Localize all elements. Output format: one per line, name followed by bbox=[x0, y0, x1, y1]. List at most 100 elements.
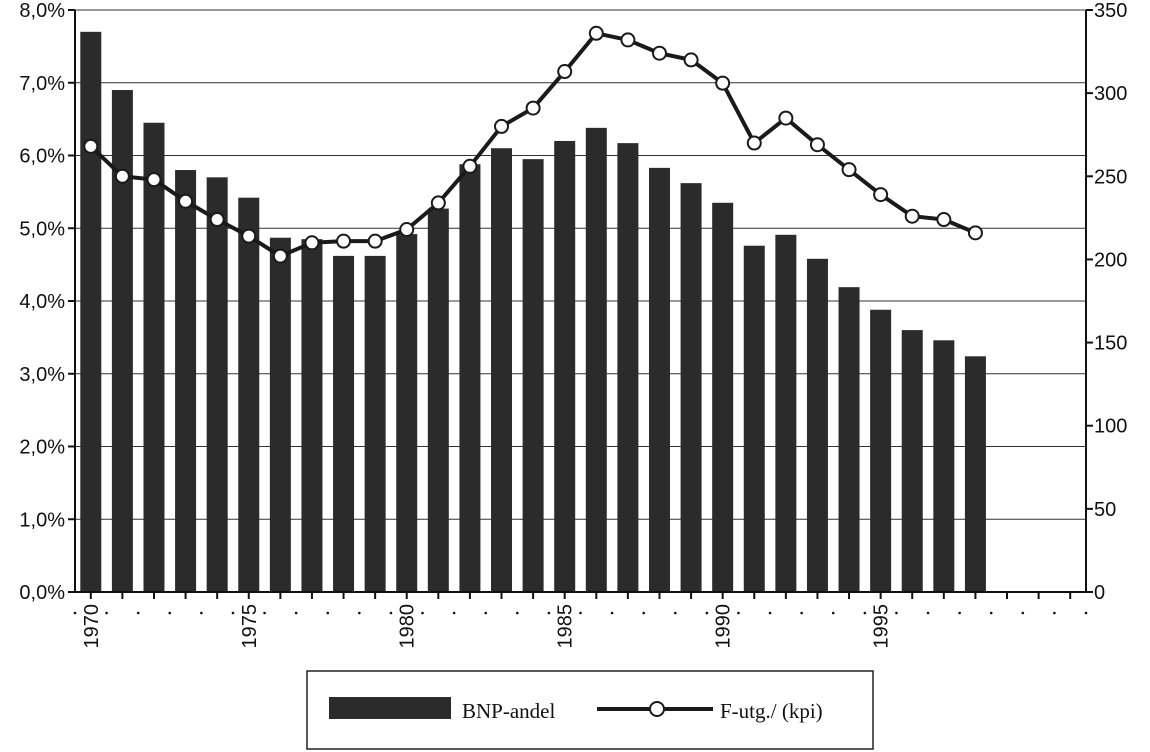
line-point bbox=[841, 162, 857, 178]
y-right-tick-label: 300 bbox=[1094, 83, 1127, 105]
x-tick-dot bbox=[168, 611, 172, 615]
line-point bbox=[904, 208, 920, 224]
x-tick-dot bbox=[673, 611, 677, 615]
bar bbox=[522, 159, 544, 592]
bar-series bbox=[80, 31, 986, 593]
legend-swatch-marker bbox=[649, 701, 665, 717]
x-tick-dot bbox=[105, 611, 108, 615]
y-right-tick-label: 350 bbox=[1094, 0, 1127, 22]
bar bbox=[838, 287, 860, 592]
line-point bbox=[746, 135, 762, 151]
y-right-tick-label: 100 bbox=[1094, 416, 1127, 438]
line-point bbox=[683, 52, 699, 68]
y-left-tick-label: 5,0% bbox=[19, 218, 65, 240]
bar bbox=[111, 90, 133, 593]
x-tick-label: 1970 bbox=[81, 604, 103, 649]
bar bbox=[80, 31, 102, 592]
bar bbox=[427, 208, 449, 593]
bar bbox=[491, 148, 513, 592]
x-tick-dot bbox=[452, 611, 456, 615]
x-tick-dot bbox=[863, 611, 867, 615]
bar bbox=[901, 330, 923, 592]
x-tick-dot bbox=[705, 611, 709, 615]
x-tick-dot bbox=[958, 611, 961, 615]
y-left-tick-label: 1,0% bbox=[19, 509, 65, 531]
x-tick-dot bbox=[926, 611, 930, 615]
x-tick-dot bbox=[73, 611, 77, 615]
x-tick-dot bbox=[200, 611, 203, 615]
x-tick-dot bbox=[737, 611, 740, 615]
y-right-tick-label: 150 bbox=[1094, 333, 1127, 355]
bar bbox=[301, 239, 323, 592]
line-point bbox=[272, 248, 288, 264]
x-tick-label: 1995 bbox=[871, 604, 893, 649]
y-right-tick-label: 250 bbox=[1094, 166, 1127, 188]
x-tick-dot bbox=[610, 611, 614, 615]
y-left-tick-label: 2,0% bbox=[19, 437, 65, 459]
x-tick-dot bbox=[895, 611, 898, 615]
legend-swatch-bar bbox=[329, 697, 451, 719]
line-point bbox=[178, 193, 194, 209]
x-tick-dot bbox=[358, 611, 361, 615]
line-point bbox=[967, 225, 983, 241]
line-point bbox=[367, 233, 383, 249]
line-point bbox=[715, 75, 731, 91]
line-point bbox=[588, 25, 604, 41]
line-point bbox=[114, 168, 130, 184]
line-point bbox=[430, 195, 446, 211]
y-left-tick-label: 3,0% bbox=[19, 364, 65, 386]
axes: 0,0% 1,0% 2,0% 3,0% 4,0% 5,0% 6,0% 7,0% 8,0% 0 50 1… bbox=[19, 0, 1127, 649]
bar bbox=[617, 143, 639, 592]
bar bbox=[680, 183, 702, 592]
bar bbox=[206, 177, 228, 592]
bar bbox=[775, 234, 797, 593]
y-right-tick-label: 0 bbox=[1094, 582, 1105, 604]
bar bbox=[269, 237, 291, 592]
line-point bbox=[304, 235, 320, 251]
bar bbox=[459, 164, 481, 593]
x-tick-dot bbox=[1084, 611, 1088, 615]
bar bbox=[933, 340, 955, 592]
x-tick-dot bbox=[1053, 611, 1056, 615]
bar bbox=[964, 356, 986, 592]
y-left-tick-label: 7,0% bbox=[19, 73, 65, 95]
line-point bbox=[146, 172, 162, 188]
x-tick-dot bbox=[579, 611, 582, 615]
bar bbox=[648, 167, 670, 592]
x-tick-dot bbox=[421, 611, 424, 615]
y-left-tick-label: 8,0% bbox=[19, 0, 65, 22]
bar bbox=[870, 309, 892, 592]
x-tick-dot bbox=[389, 611, 393, 615]
y-left-tick-label: 6,0% bbox=[19, 146, 65, 168]
x-tick-label: 1985 bbox=[555, 604, 577, 649]
line-point bbox=[494, 118, 510, 134]
x-tick-label: 1975 bbox=[239, 604, 261, 649]
line-point bbox=[557, 64, 573, 80]
line-point bbox=[936, 212, 952, 228]
x-tick-dot bbox=[768, 611, 772, 615]
x-tick-dot bbox=[831, 611, 835, 615]
line-point bbox=[399, 221, 415, 237]
y-left-tick-label: 0,0% bbox=[19, 582, 65, 604]
x-tick-dot bbox=[800, 611, 803, 615]
x-tick-dot bbox=[231, 611, 235, 615]
line-point bbox=[462, 158, 478, 174]
bar bbox=[238, 197, 260, 592]
line-series bbox=[83, 25, 983, 264]
x-tick-dot bbox=[484, 611, 488, 615]
line-point bbox=[778, 110, 794, 126]
bar bbox=[743, 245, 765, 592]
bar bbox=[396, 234, 418, 592]
bar bbox=[554, 140, 576, 592]
line-point bbox=[873, 187, 889, 203]
x-tick-dot bbox=[516, 611, 519, 615]
bar bbox=[806, 258, 828, 592]
bar bbox=[585, 127, 607, 592]
line-point bbox=[336, 233, 352, 249]
x-tick-dot bbox=[294, 611, 298, 615]
line-point bbox=[241, 228, 257, 244]
x-tick-dot bbox=[263, 611, 266, 615]
bar bbox=[712, 202, 734, 592]
